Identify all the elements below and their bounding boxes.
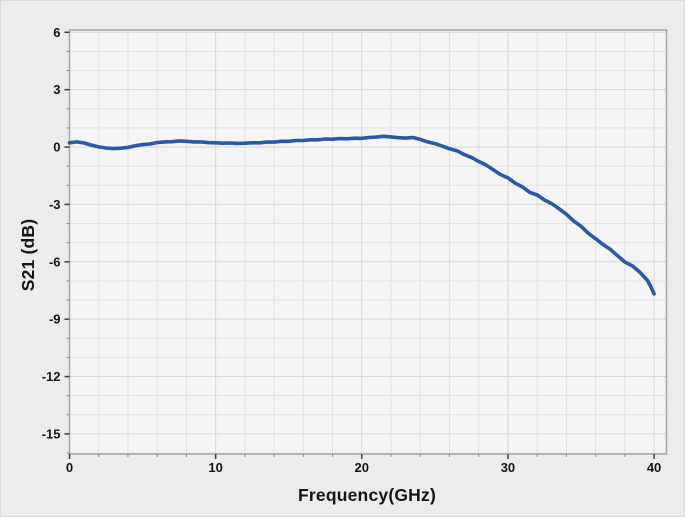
y-tick-label: -15 xyxy=(42,426,61,441)
x-tick-label: 30 xyxy=(501,460,515,475)
s21-trace xyxy=(67,134,656,296)
trace-group xyxy=(67,134,656,296)
y-tick-label: -9 xyxy=(49,312,61,327)
x-tick-label: 0 xyxy=(66,460,73,475)
y-tick-label: 0 xyxy=(53,140,60,155)
y-tick-label: 6 xyxy=(53,25,60,40)
axis-ticks xyxy=(64,31,655,459)
y-axis-title: S21 (dB) xyxy=(18,219,38,292)
x-axis-title: Frequency(GHz) xyxy=(298,485,436,505)
y-tick-label: 3 xyxy=(53,82,60,97)
grid-minor-lines xyxy=(69,30,667,454)
y-tick-label: -6 xyxy=(49,254,61,269)
x-tick-label: 10 xyxy=(208,460,222,475)
y-tick-label: -12 xyxy=(42,369,61,384)
plot-area[interactable] xyxy=(69,30,667,454)
x-tick-label: 40 xyxy=(647,460,661,475)
x-tick-label: 20 xyxy=(355,460,369,475)
plot-frame xyxy=(68,29,668,455)
y-tick-label: -3 xyxy=(49,197,61,212)
grid-major-lines xyxy=(69,30,667,454)
